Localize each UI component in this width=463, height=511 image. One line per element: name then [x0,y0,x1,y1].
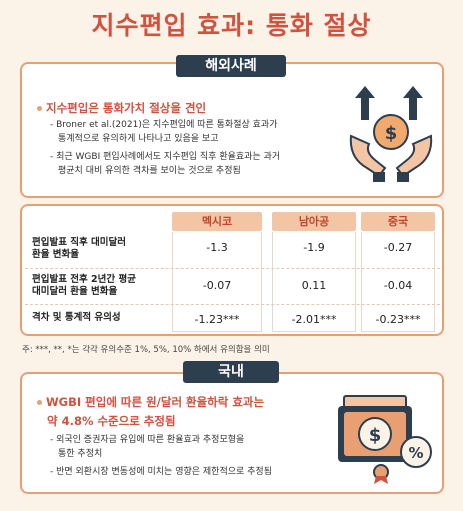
bullet-dot [37,400,42,405]
domestic-headline-cont: 약 4.8% 수준으로 추정됨 [47,414,176,428]
column-box-mexico [172,232,262,332]
svg-text:$: $ [369,425,382,446]
overseas-headline: 지수편입은 통화가치 절상을 견인 [37,100,206,116]
domestic-headline: WGBI 편입에 따른 원/달러 환율하락 효과는 [37,394,264,410]
page-title: 지수편입 효과: 통화 절상 [91,11,372,40]
domestic-bullet-2: - 반면 외환시장 변동성에 미치는 영향은 제한적으로 추정됨 [50,467,272,477]
column-header-china: 중국 [361,212,435,231]
cell-r3-south-africa: -2.01*** [291,313,337,326]
row-divider [25,304,440,305]
cell-r1-mexico: -1.3 [206,241,228,254]
overseas-bullet-1-cont: 통계적으로 유의하게 나타나고 있음을 보고 [58,134,219,144]
cell-r1-china: -0.27 [383,241,413,254]
domestic-tab: 국내 [183,361,279,383]
svg-text:$: $ [385,123,398,144]
cell-r2-mexico: -0.07 [202,279,232,292]
domestic-bullet-1-cont: 통한 추정치 [58,449,103,459]
overseas-bullet-1: - Broner et al.(2021)은 지수편입에 따른 통화절상 효과가 [50,120,278,130]
cell-r2-south-africa: 0.11 [301,279,327,292]
column-box-china [361,232,435,332]
overseas-tab: 해외사례 [176,55,286,77]
overseas-bullet-2-cont: 평균치 대비 유의한 격차를 보이는 것으로 추정됨 [58,166,241,176]
svg-text:%: % [408,444,423,462]
dollar-bill-percent-icon: $ % [338,395,432,484]
row-label-3: 격차 및 통계적 유의성 [32,312,121,323]
bullet-dot [37,106,42,111]
column-header-south-africa: 남아공 [272,212,356,231]
row-divider [25,268,440,269]
cell-r2-china: -0.04 [383,279,413,292]
row-label-1: 편입발표 직후 대미달러 환율 변화율 [32,237,127,260]
domestic-bullet-1: - 외국인 증권자금 유입에 따른 환율효과 추정모형을 [50,435,245,445]
cell-r3-mexico: -1.23*** [194,313,240,326]
row-label-2: 편입발표 전후 2년간 평균 대미달러 환율 변화율 [32,274,136,297]
column-header-mexico: 멕시코 [172,212,262,231]
overseas-bullet-2: - 최근 WGBI 편입사례에서도 지수편입 직후 환율효과는 과거 [50,152,281,162]
hands-coin-up-arrows-icon: $ [349,86,433,182]
cell-r1-south-africa: -1.9 [303,241,325,254]
cell-r3-china: -0.23*** [375,313,421,326]
column-box-south-africa [272,232,356,332]
table-footnote: 주: ***, **, *는 각각 유의수준 1%, 5%, 10% 하에서 유… [22,345,270,355]
